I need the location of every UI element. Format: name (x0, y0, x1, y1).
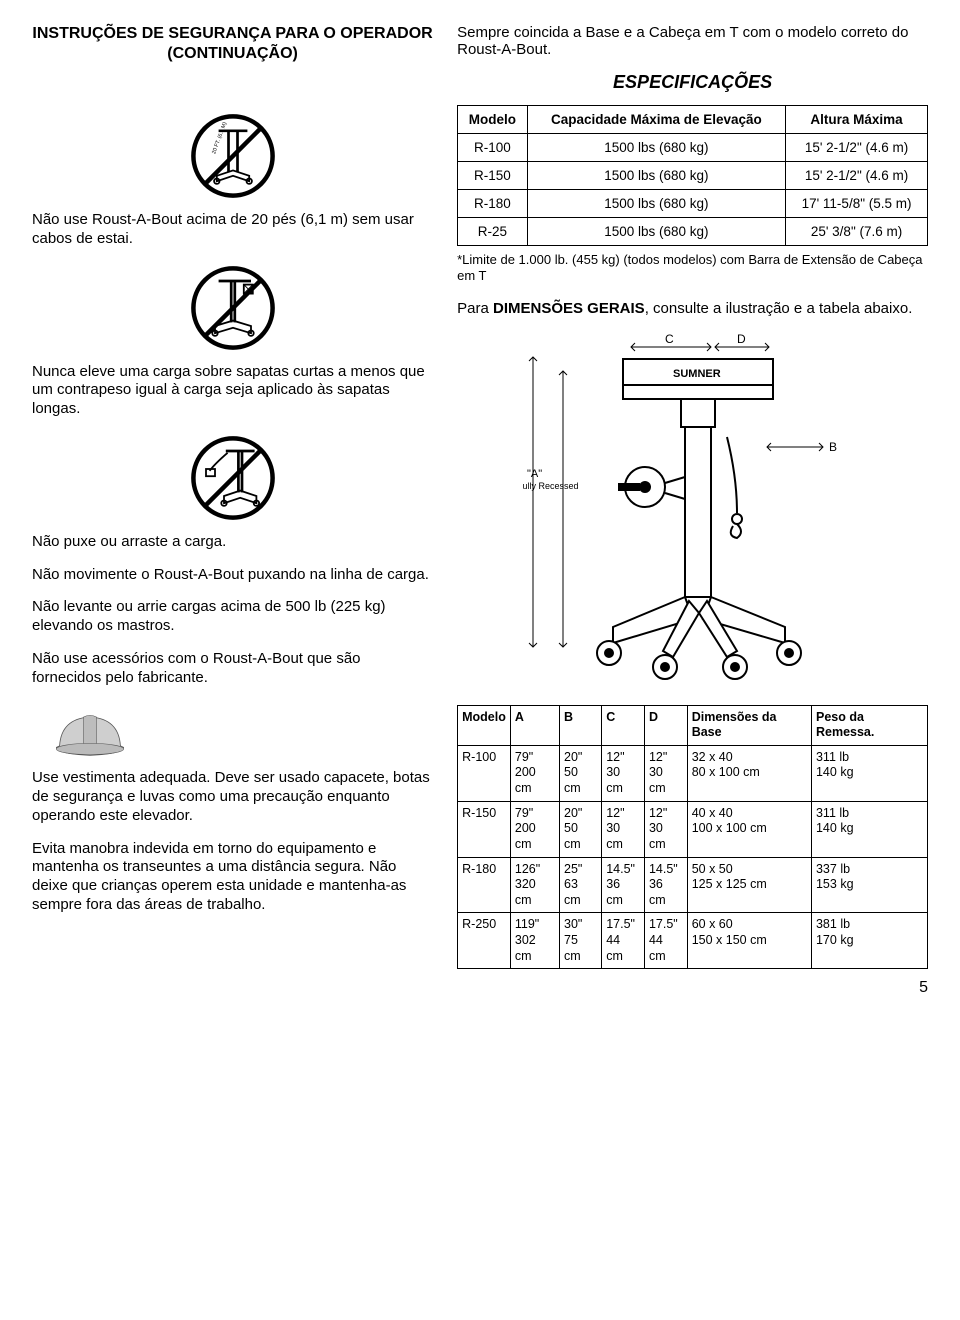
dim-a-label: "A" (527, 468, 542, 480)
top-note: Sempre coincida a Base e a Cabeça em T c… (457, 24, 928, 58)
spec-td: R-180 (458, 190, 528, 218)
dim-td: 311 lb140 kg (811, 745, 927, 801)
dim-th: C (602, 705, 645, 745)
spec-heading: ESPECIFICAÇÕES (457, 72, 928, 93)
dim-th: D (644, 705, 687, 745)
spec-footnote: *Limite de 1.000 lb. (455 kg) (todos mod… (457, 252, 928, 285)
dimensions-table: ModeloABCDDimensões da BasePeso da Remes… (457, 705, 928, 970)
spec-td: 15' 2-1/2" (4.6 m) (786, 162, 928, 190)
spec-td: 1500 lbs (680 kg) (527, 218, 785, 246)
dim-td: 17.5"44 cm (602, 913, 645, 969)
see-general-dims: Para DIMENSÕES GERAIS, consulte a ilustr… (457, 300, 928, 317)
instr-no-pull-loadline: Não movimente o Roust-A-Bout puxando na … (32, 566, 433, 585)
dim-th: B (560, 705, 602, 745)
instr-counterweight: Nunca eleve uma carga sobre sapatas curt… (32, 363, 433, 419)
spec-th: Altura Máxima (786, 106, 928, 134)
dim-td: 311 lb140 kg (811, 801, 927, 857)
spec-td: 1500 lbs (680 kg) (527, 134, 785, 162)
hardhat-icon (50, 701, 130, 765)
dim-td: 126"320 cm (510, 857, 559, 913)
page-number: 5 (32, 979, 928, 997)
dim-td: 79"200 cm (510, 801, 559, 857)
dim-d-label: D (737, 332, 746, 346)
spec-td: 1500 lbs (680 kg) (527, 190, 785, 218)
dim-th: Modelo (458, 705, 511, 745)
spec-td: 15' 2-1/2" (4.6 m) (786, 134, 928, 162)
instr-no-drag: Não puxe ou arraste a carga. (32, 533, 433, 552)
machine-diagram: "A" Fully Recessed C D SUMNER (523, 327, 863, 687)
dim-td: 17.5"44 cm (644, 913, 687, 969)
table-row: R-1001500 lbs (680 kg)15' 2-1/2" (4.6 m) (458, 134, 928, 162)
dim-b-label: B (829, 440, 837, 454)
seegd-pre: Para (457, 300, 493, 317)
dim-td: 20"50 cm (560, 745, 602, 801)
spec-th: Modelo (458, 106, 528, 134)
dim-td: R-180 (458, 857, 511, 913)
dim-th: Peso da Remessa. (811, 705, 927, 745)
dim-th: Dimensões da Base (687, 705, 811, 745)
instr-clothing: Use vestimenta adequada. Deve ser usado … (32, 769, 433, 825)
dim-td: 381 lb170 kg (811, 913, 927, 969)
dim-td: 119"302 cm (510, 913, 559, 969)
dim-td: 25"63 cm (560, 857, 602, 913)
dim-td: 79"200 cm (510, 745, 559, 801)
table-row: R-1501500 lbs (680 kg)15' 2-1/2" (4.6 m) (458, 162, 928, 190)
dim-td: 337 lb153 kg (811, 857, 927, 913)
table-row: R-250119"302 cm30"75 cm17.5"44 cm17.5"44… (458, 913, 928, 969)
spec-td: 1500 lbs (680 kg) (527, 162, 785, 190)
instr-no-500lb-mast: Não levante ou arrie cargas acima de 500… (32, 598, 433, 636)
dim-td: R-150 (458, 801, 511, 857)
spec-td: R-100 (458, 134, 528, 162)
dim-a-sub: Fully Recessed (523, 481, 579, 491)
spec-td: 17' 11-5/8" (5.5 m) (786, 190, 928, 218)
spec-th: Capacidade Máxima de Elevação (527, 106, 785, 134)
no-drag-icon (188, 433, 278, 523)
dim-td: 12"30 cm (602, 745, 645, 801)
dim-td: R-100 (458, 745, 511, 801)
dim-td: 12"30 cm (644, 745, 687, 801)
dim-td: 32 x 4080 x 100 cm (687, 745, 811, 801)
dim-td: 12"30 cm (602, 801, 645, 857)
section-title: INSTRUÇÕES DE SEGURANÇA PARA O OPERADOR … (32, 24, 433, 64)
spec-td: R-150 (458, 162, 528, 190)
no-short-outrigger-icon (188, 263, 278, 353)
table-row: R-1801500 lbs (680 kg)17' 11-5/8" (5.5 m… (458, 190, 928, 218)
spec-table: ModeloCapacidade Máxima de ElevaçãoAltur… (457, 105, 928, 246)
brand-label: SUMNER (673, 368, 721, 380)
no-over-20ft-icon: 20 FT. (6.1 M) (188, 111, 278, 201)
dim-td: 20"50 cm (560, 801, 602, 857)
spec-td: 25' 3/8" (7.6 m) (786, 218, 928, 246)
seegd-bold: DIMENSÕES GERAIS (493, 300, 645, 317)
table-row: R-251500 lbs (680 kg)25' 3/8" (7.6 m) (458, 218, 928, 246)
dim-c-label: C (665, 332, 674, 346)
instr-bystanders: Evita manobra indevida em torno do equip… (32, 840, 433, 915)
seegd-post: , consulte a ilustração e a tabela abaix… (645, 300, 913, 317)
table-row: R-10079"200 cm20"50 cm12"30 cm12"30 cm32… (458, 745, 928, 801)
dim-td: 60 x 60150 x 150 cm (687, 913, 811, 969)
dim-td: 50 x 50125 x 125 cm (687, 857, 811, 913)
table-row: R-15079"200 cm20"50 cm12"30 cm12"30 cm40… (458, 801, 928, 857)
dim-td: 40 x 40100 x 100 cm (687, 801, 811, 857)
dim-td: R-250 (458, 913, 511, 969)
svg-text:20 FT. (6.1 M): 20 FT. (6.1 M) (211, 121, 228, 155)
dim-td: 30"75 cm (560, 913, 602, 969)
dim-td: 14.5"36 cm (602, 857, 645, 913)
instr-no-accessories: Não use acessórios com o Roust-A-Bout qu… (32, 650, 433, 688)
dim-td: 14.5"36 cm (644, 857, 687, 913)
spec-td: R-25 (458, 218, 528, 246)
dim-td: 12"30 cm (644, 801, 687, 857)
table-row: R-180126"320 cm25"63 cm14.5"36 cm14.5"36… (458, 857, 928, 913)
dim-th: A (510, 705, 559, 745)
instr-no-over-20ft: Não use Roust-A-Bout acima de 20 pés (6,… (32, 211, 433, 249)
